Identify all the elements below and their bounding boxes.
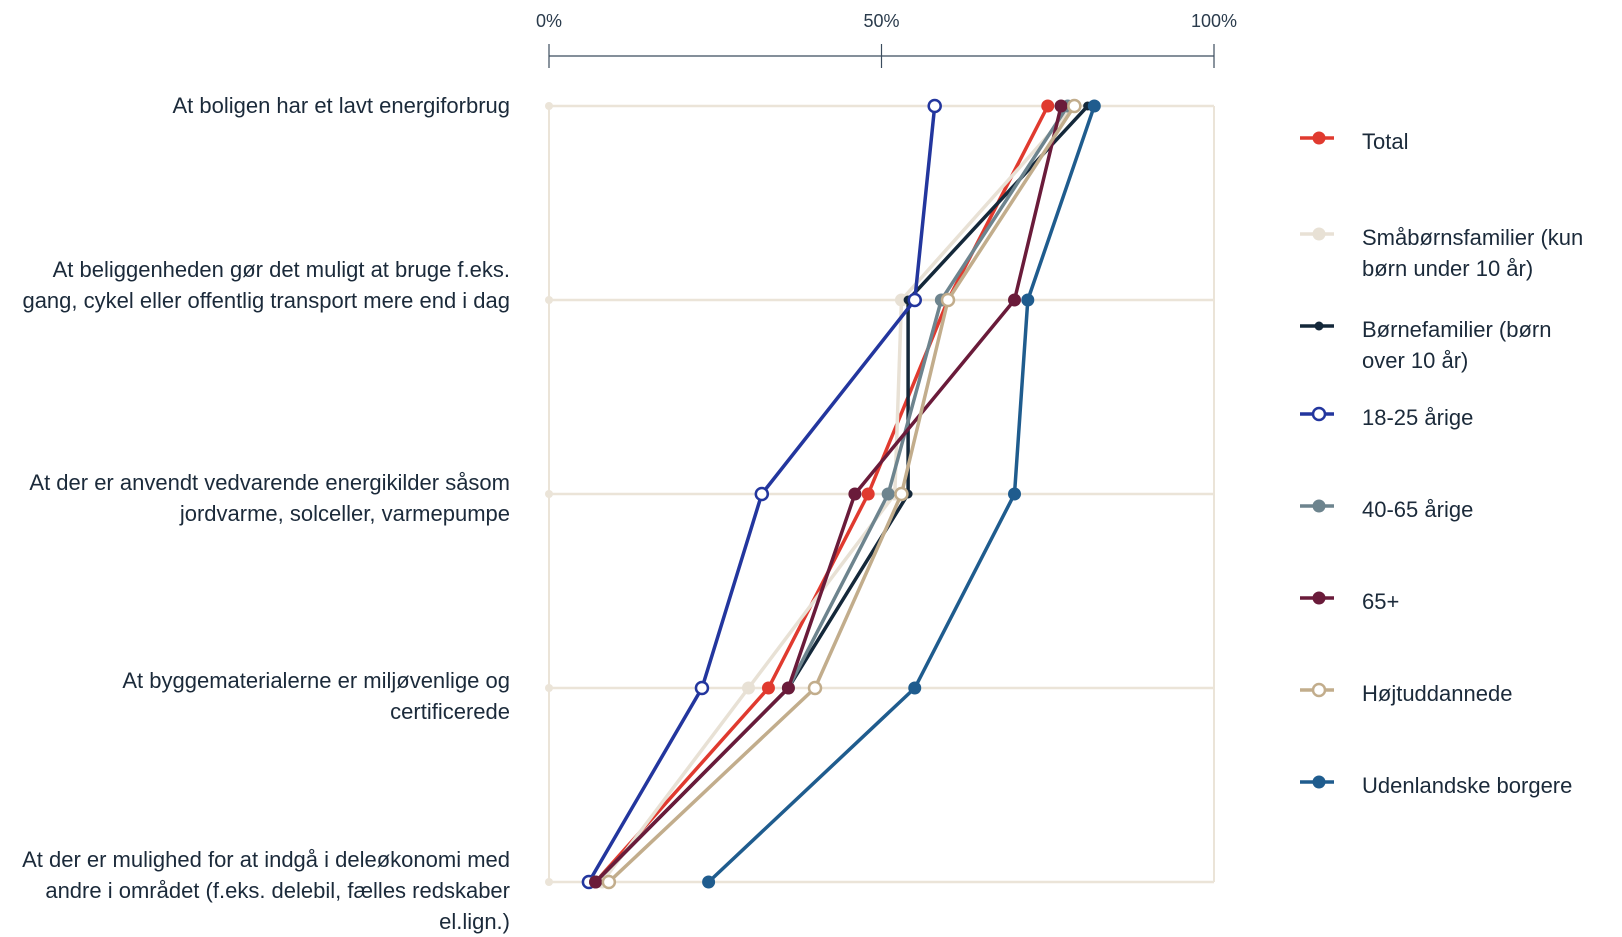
data-point bbox=[1054, 99, 1068, 113]
data-point bbox=[1087, 99, 1101, 113]
series-5 bbox=[589, 99, 1068, 889]
data-point bbox=[1312, 227, 1326, 241]
data-point bbox=[894, 486, 909, 502]
legend-label: Udenlandske borgere bbox=[1362, 773, 1573, 798]
legend-label: Total bbox=[1362, 129, 1409, 154]
gridline-end-dot bbox=[545, 296, 553, 304]
legend-swatch bbox=[1300, 591, 1334, 605]
data-point bbox=[1008, 293, 1021, 307]
x-tick-label: 0% bbox=[536, 11, 562, 31]
data-point bbox=[694, 680, 710, 696]
data-point bbox=[927, 98, 942, 114]
data-point bbox=[1312, 131, 1326, 145]
data-point bbox=[761, 681, 775, 695]
data-point bbox=[589, 875, 603, 889]
series-6 bbox=[601, 98, 1082, 890]
data-point bbox=[807, 680, 823, 696]
data-point bbox=[781, 681, 795, 695]
data-point bbox=[1312, 775, 1326, 789]
category-label-materials: At byggematerialerne er miljøvenlige og … bbox=[122, 668, 510, 724]
legend-label: 40-65 årige bbox=[1362, 497, 1474, 522]
legend-swatch bbox=[1300, 131, 1334, 145]
legend-label: 18-25 årige bbox=[1362, 405, 1474, 430]
data-point bbox=[881, 487, 895, 501]
data-point bbox=[1041, 99, 1055, 113]
data-point bbox=[742, 681, 755, 695]
gridline-end-dot bbox=[545, 684, 553, 692]
gridline-end-dot bbox=[545, 490, 553, 498]
data-point bbox=[907, 292, 922, 308]
legend-swatch bbox=[1300, 682, 1334, 698]
data-point bbox=[1311, 406, 1327, 422]
data-point bbox=[1067, 98, 1082, 114]
x-tick-label: 100% bbox=[1191, 11, 1237, 31]
legend-label: Højtuddannede bbox=[1362, 681, 1513, 706]
legend-swatch bbox=[1300, 227, 1334, 241]
data-point bbox=[1008, 487, 1021, 501]
data-point bbox=[1314, 321, 1324, 331]
gridline-end-dot bbox=[545, 878, 553, 886]
category-label-transport: At beliggenheden gør det muligt at bruge… bbox=[22, 257, 510, 313]
category-label-energy: At boligen har et lavt energiforbrug bbox=[172, 93, 510, 118]
data-point bbox=[601, 874, 617, 890]
legend-label: Småbørnsfamilier (kun børn under 10 år) bbox=[1362, 225, 1584, 281]
legend-label: 65+ bbox=[1362, 589, 1400, 614]
legend-swatch bbox=[1300, 775, 1334, 789]
data-point bbox=[1312, 591, 1326, 605]
legend-swatch bbox=[1300, 321, 1334, 331]
data-point bbox=[908, 681, 922, 695]
gridline-end-dot bbox=[545, 102, 553, 110]
x-tick-label: 50% bbox=[863, 11, 899, 31]
data-point bbox=[940, 292, 956, 308]
data-point bbox=[754, 486, 770, 502]
data-point bbox=[848, 487, 862, 501]
data-point bbox=[702, 875, 716, 889]
series-7 bbox=[702, 99, 1101, 889]
data-point bbox=[861, 487, 875, 501]
data-point bbox=[1312, 499, 1326, 513]
legend-label: Børnefamilier (børn over 10 år) bbox=[1362, 317, 1552, 373]
data-point bbox=[1311, 682, 1327, 698]
data-point bbox=[1021, 293, 1035, 307]
legend-swatch bbox=[1300, 406, 1334, 422]
data-point bbox=[894, 293, 908, 307]
category-label-renewable: At der er anvendt vedvarende energikilde… bbox=[29, 470, 510, 526]
legend-swatch bbox=[1300, 499, 1334, 513]
series-3 bbox=[581, 98, 942, 890]
category-label-sharing: At der er mulighed for at indgå i deleøk… bbox=[22, 847, 510, 934]
